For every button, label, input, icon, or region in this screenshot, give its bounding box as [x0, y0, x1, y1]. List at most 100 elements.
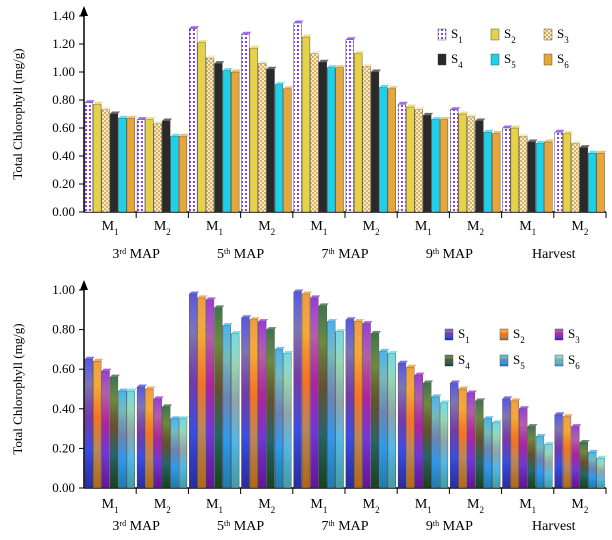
bar-cap — [571, 140, 582, 144]
bar-shade — [579, 442, 588, 488]
bar-shade — [450, 383, 459, 488]
y-tick-label: 0.80 — [52, 92, 75, 107]
bar-cap — [137, 117, 147, 120]
bar-s2-2 — [145, 119, 154, 213]
legend-label-s1: S1 — [458, 326, 470, 345]
bar-shade — [302, 293, 310, 488]
bar-s1-6 — [345, 39, 354, 213]
x-category-label: M1 — [310, 497, 327, 515]
bar-s1-4 — [241, 34, 250, 213]
x-group-label: 9th MAP — [426, 247, 473, 263]
bar-cap — [170, 416, 181, 419]
bar-cap — [206, 55, 216, 58]
bar-shade — [310, 297, 319, 488]
bar-cap — [467, 390, 477, 393]
bar-cap — [406, 104, 417, 107]
y-tick-label: 1.00 — [52, 64, 75, 79]
bar-cap — [579, 439, 590, 443]
bar-s3-1 — [101, 109, 110, 213]
bar-cap — [145, 117, 156, 120]
x-category-label: M2 — [363, 219, 380, 237]
bar-shade — [492, 422, 501, 488]
bar-cap — [596, 455, 607, 459]
legend-label-s3: S3 — [568, 326, 580, 345]
bar-cap — [93, 101, 104, 105]
bar-shade — [275, 349, 283, 488]
bar-cap — [84, 356, 95, 360]
x-group-label: 3rd MAP — [112, 247, 160, 263]
y-axis-label: Total Chlorophyll (mg/g) — [10, 323, 25, 454]
bar-cap — [241, 315, 252, 318]
y-tick-label: 0.20 — [52, 440, 75, 455]
bar-s5-8 — [483, 131, 492, 213]
bar-shade — [241, 317, 250, 488]
x-group-label: 7th MAP — [321, 519, 368, 535]
bar-cap — [206, 297, 216, 300]
legend-label-s6: S6 — [568, 352, 580, 371]
x-category-label: M2 — [467, 497, 484, 515]
bar-cap — [431, 117, 442, 120]
bar-s3-3 — [205, 57, 215, 213]
bar-cap — [93, 358, 104, 362]
bar-shade — [519, 408, 528, 488]
y-tick-label: 0.60 — [52, 361, 75, 376]
bar-s5-6 — [379, 87, 388, 213]
bar-cap — [335, 329, 346, 332]
bar-s5-5 — [327, 67, 336, 213]
bar-cap — [527, 424, 538, 427]
bar-cap — [126, 115, 137, 119]
bar-cap — [458, 386, 469, 389]
legend-label-s4: S4 — [451, 51, 463, 70]
bar-cap — [596, 150, 607, 154]
bar-cap — [197, 40, 208, 43]
bar-s6-9 — [544, 141, 553, 213]
bar-cap — [214, 305, 225, 308]
bar-s1-2 — [136, 119, 146, 213]
x-group-label: Harvest — [532, 247, 576, 262]
bar-shade — [258, 321, 267, 488]
bar-shade — [335, 331, 344, 488]
bar-cap — [563, 131, 573, 134]
bar-cap — [475, 398, 486, 401]
x-category-label: M2 — [571, 219, 588, 237]
bar-cap — [197, 295, 208, 298]
bar-s6-6 — [387, 88, 396, 213]
bar-shade — [249, 319, 258, 488]
bar-cap — [318, 59, 329, 63]
legend-label-s1: S1 — [451, 26, 463, 45]
bar-s3-7 — [414, 109, 423, 213]
bar-cap — [458, 111, 469, 114]
x-group-label: 5th MAP — [217, 247, 264, 263]
legend-label-s5: S5 — [504, 51, 516, 70]
bar-cap — [387, 86, 398, 89]
bar-s3-9 — [519, 136, 528, 213]
bar-shade — [345, 319, 354, 488]
bar-cap — [588, 449, 599, 453]
x-category-label: M1 — [206, 497, 223, 515]
bar-cap — [519, 406, 530, 409]
legend-swatch-shade — [500, 329, 508, 340]
bar-cap — [258, 319, 269, 322]
bar-cap — [302, 291, 312, 294]
x-category-label: M2 — [571, 497, 588, 515]
bar-cap — [118, 388, 129, 391]
bar-s3-6 — [362, 66, 371, 213]
bar-s2-6 — [354, 53, 363, 213]
bar-cap — [398, 360, 408, 364]
bar-cap — [283, 86, 294, 89]
bar-s6-2 — [178, 136, 188, 213]
bar-cap — [571, 424, 582, 427]
x-category-label: M1 — [102, 219, 119, 237]
x-category-label: M1 — [519, 219, 536, 237]
bar-cap — [162, 404, 173, 407]
bar-cap — [222, 323, 233, 326]
bar-s4-6 — [370, 71, 380, 213]
bar-cap — [293, 20, 304, 23]
x-group-label: 9th MAP — [426, 519, 473, 535]
bar-shade — [406, 367, 415, 488]
bar-s1-10 — [554, 131, 563, 213]
bar-cap — [153, 121, 164, 124]
bar-shade — [483, 418, 492, 488]
bar-cap — [554, 129, 565, 133]
bar-cap — [110, 111, 120, 114]
